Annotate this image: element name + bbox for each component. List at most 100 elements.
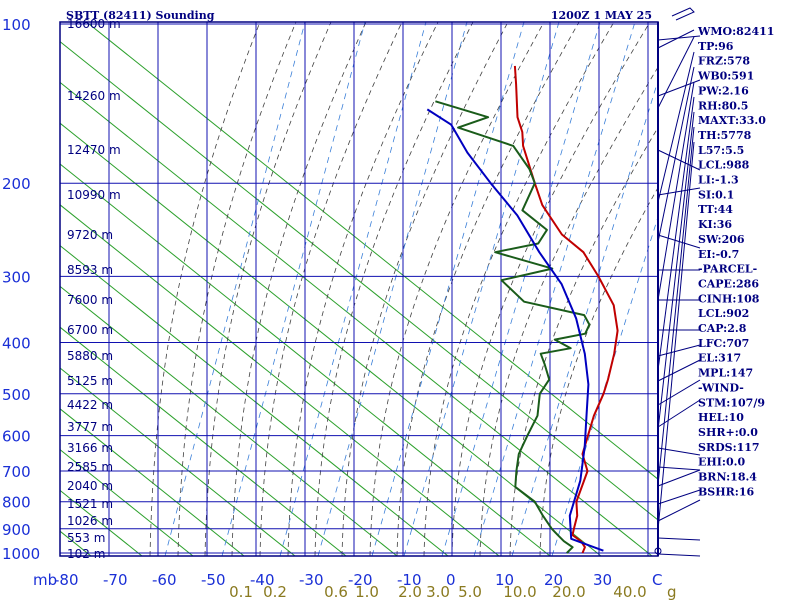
index-readout: MPL:147	[698, 367, 753, 380]
mixing-ratio-line	[221, 22, 366, 556]
index-readout: LI:-1.3	[698, 174, 739, 187]
temp-tick-label: -50	[201, 571, 226, 589]
index-readout: BSHR:16	[698, 485, 754, 498]
dry-adiabat	[60, 285, 398, 556]
pressure-tick-label: 400	[2, 334, 31, 352]
temp-tick-label: 10	[495, 571, 514, 589]
temp-tick-label: -30	[299, 571, 324, 589]
index-readout: EHI:0.0	[698, 456, 745, 469]
dry-adiabat	[60, 367, 296, 556]
wind-leader-line	[657, 66, 695, 243]
pressure-tick-label: 1000	[2, 545, 40, 563]
wind-barb	[657, 489, 701, 505]
moist-adiabat	[177, 22, 297, 556]
index-readout: CAPE:286	[698, 277, 759, 290]
moist-adiabat	[341, 22, 509, 556]
height-label: 2040 m	[67, 479, 113, 493]
pressure-tick-label: 500	[2, 386, 31, 404]
wind-leader-line	[657, 141, 695, 531]
mixing-ratio-label: 40.0	[613, 583, 646, 600]
wind-leader-line	[657, 51, 695, 203]
index-readout: STM:107/9	[698, 396, 765, 409]
dry-adiabat	[60, 448, 194, 556]
mixing-ratio-line	[441, 22, 601, 556]
index-readout: BRN:18.4	[698, 471, 757, 484]
index-readout: PW:2.16	[698, 84, 749, 97]
mixing-ratio-line	[279, 22, 427, 556]
temp-tick-label: 20	[544, 571, 563, 589]
wind-barb	[657, 35, 701, 41]
wind-barb	[657, 234, 701, 249]
index-readout: SI:0.1	[698, 188, 734, 201]
mixing-ratio-label: 20.0	[552, 583, 585, 600]
index-readout: HEL:10	[698, 411, 744, 424]
wind-barb	[657, 379, 701, 406]
mixing-ratio-label: 3.0	[426, 583, 450, 600]
mixing-ratio-label: 0.6	[324, 583, 348, 600]
mixing-ratio-line	[164, 22, 306, 556]
height-label: 3777 m	[67, 420, 113, 434]
wind-barb	[657, 344, 701, 357]
wind-barb	[657, 466, 701, 471]
index-readout: EL:317	[698, 352, 741, 365]
mixing-ratio-label: 10.0	[503, 583, 536, 600]
mb-unit-label: mb	[33, 571, 57, 589]
mixing-ratio-line	[403, 22, 560, 556]
temp-tick-label: -10	[397, 571, 422, 589]
wind-barb	[657, 447, 701, 456]
wind-barb	[657, 537, 701, 541]
moist-adiabat	[451, 22, 651, 556]
height-label: 12470 m	[67, 143, 121, 157]
index-readout: RH:80.5	[698, 99, 748, 112]
temp-tick-label: -20	[348, 571, 373, 589]
pressure-tick-label: 600	[2, 428, 31, 446]
sounding-title: SBTT (82411) Sounding	[66, 9, 215, 22]
index-readout: WMO:82411	[697, 25, 774, 38]
dry-adiabat	[85, 22, 658, 480]
pressure-tick-label: 700	[2, 463, 31, 481]
pressure-tick-label: 800	[2, 494, 31, 512]
height-label: 5125 m	[67, 374, 113, 388]
height-label: 8593 m	[67, 263, 113, 277]
pressure-tick-label: 300	[2, 268, 31, 286]
calm-wind-marker	[654, 547, 662, 555]
pressure-tick-label: 100	[2, 16, 31, 34]
mixing-ratio-line	[371, 22, 525, 556]
height-label: 1026 m	[67, 514, 113, 528]
moist-adiabat	[287, 22, 439, 556]
moist-adiabat	[204, 22, 332, 556]
wind-leader-line	[657, 29, 695, 49]
wind-barb	[657, 553, 701, 557]
height-label: 1521 m	[67, 497, 113, 511]
moist-adiabat	[479, 66, 658, 556]
pressure-tick-label: 200	[2, 175, 31, 193]
temp-tick-label: -80	[54, 571, 79, 589]
moist-adiabat	[259, 22, 403, 556]
index-readout: SHR+:0.0	[698, 426, 758, 439]
wind-barb	[657, 187, 701, 196]
temp-tick-label: 30	[593, 571, 612, 589]
height-label: 553 m	[67, 531, 105, 545]
mixing-ratio-line	[511, 79, 658, 556]
wind-leader-line	[657, 126, 695, 486]
temperature-trace	[513, 65, 619, 554]
height-label: 7600 m	[67, 293, 113, 307]
wind-barb	[657, 149, 701, 171]
moist-adiabat	[149, 22, 261, 556]
wind-barb	[657, 469, 701, 487]
mixing-ratio-label: 0.1	[229, 583, 253, 600]
mixing-ratio-label: 1.0	[355, 583, 379, 600]
wind-barb	[657, 499, 701, 522]
wind-leader-line	[657, 81, 695, 301]
mixing-ratio-line	[317, 22, 468, 556]
index-readout: -WIND-	[698, 381, 744, 394]
pressure-tick-label: 900	[2, 521, 31, 539]
wind-leader-line	[657, 36, 695, 109]
temp-tick-label: -60	[152, 571, 177, 589]
mixing-ratio-line	[473, 22, 636, 556]
wind-barb	[657, 79, 701, 97]
sounding-time: 1200Z 1 MAY 25	[551, 9, 652, 22]
index-readout: LCL:988	[698, 159, 750, 172]
